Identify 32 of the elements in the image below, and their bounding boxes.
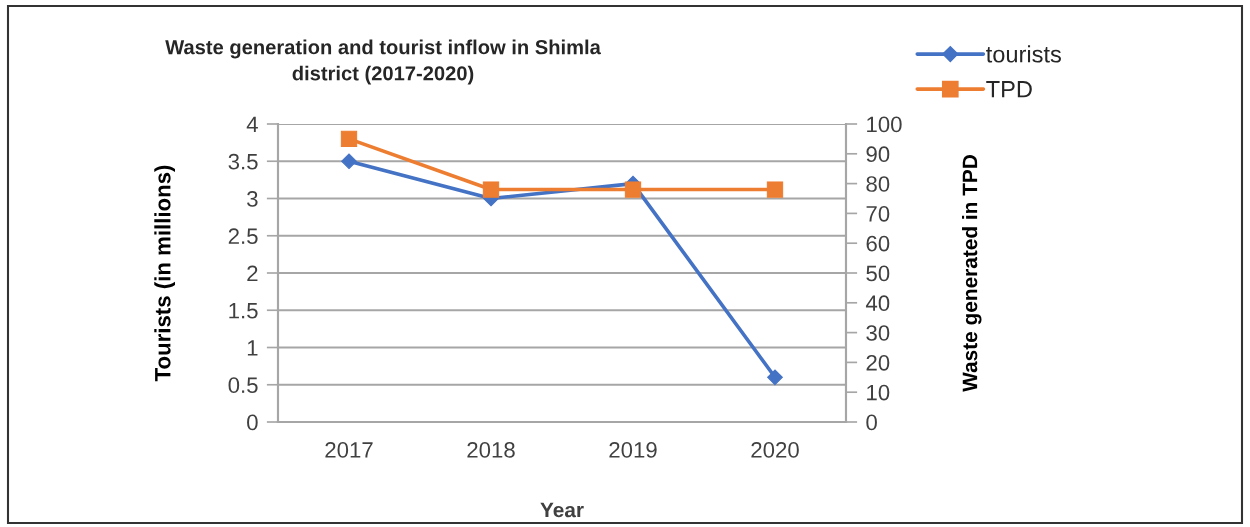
y2-tick-label: 40 [865,295,890,312]
y-tick-label: 1.5 [229,303,258,319]
y2-tick-label: 90 [866,146,890,163]
y2-tick-label: 20 [866,354,890,371]
y-tick-label: 2.5 [228,228,258,245]
y-tick-label: 3.5 [228,153,258,170]
y2-tick-label: 30 [866,325,890,341]
y2-tick-label: 50 [866,265,890,282]
y-tick-label: 3 [247,191,258,207]
point [767,369,783,386]
chart-title: Waste generation and tourist inflow in Shimla district (2017-2020) [165,39,601,85]
y-axis-title: Tourists (in millions) [154,165,175,382]
point [341,153,357,170]
y2-tick-label: 80 [866,176,890,192]
x-axis-title: Year [540,502,584,518]
x-tick-label: 2018 [467,442,515,458]
y-tick-label: 2 [247,265,258,282]
y2-tick-label: 60 [866,235,890,252]
y-tick-label: 0.5 [228,377,258,394]
legend-label: tourists [986,45,1061,63]
y2-tick-label: 0 [866,414,877,431]
x-tick-label: 2017 [325,442,373,458]
y2-axis-title: Waste generated in TPD [962,155,982,392]
y2-tick-label: 100 [867,116,902,133]
x-tick-label: 2019 [609,442,657,458]
x-tick-label: 2020 [751,442,799,458]
y-tick-label: 4 [246,116,258,133]
legend-label: TPD [986,81,1032,98]
y2-tick-label: 70 [866,205,890,222]
y2-tick-label: 10 [867,384,890,401]
y-tick-label: 1 [247,340,258,356]
y-tick-label: 0 [247,414,258,431]
